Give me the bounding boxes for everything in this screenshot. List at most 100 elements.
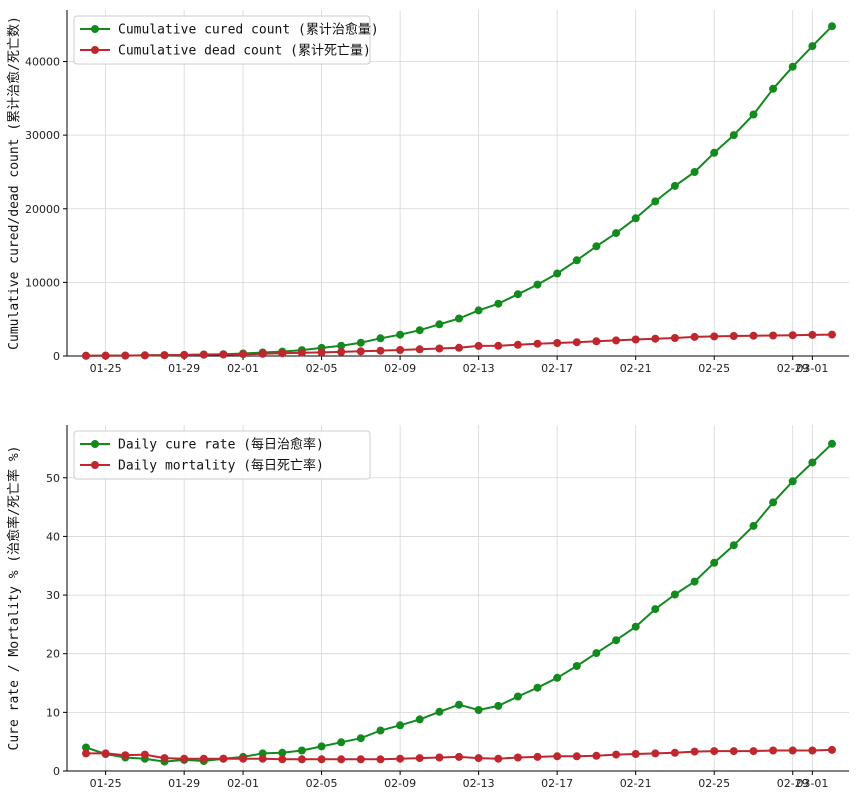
data-point (121, 351, 130, 360)
data-point (376, 755, 385, 764)
data-point (396, 754, 405, 763)
data-point (553, 269, 562, 278)
data-point (435, 344, 444, 353)
data-point (219, 754, 228, 763)
data-point (729, 131, 738, 140)
data-point (160, 754, 169, 763)
x-tick-label: 02-01 (227, 362, 259, 375)
data-point (828, 745, 836, 754)
y-tick-label: 30000 (25, 129, 60, 142)
data-point (140, 750, 149, 759)
data-point (239, 350, 248, 359)
x-tick-label: 02-25 (698, 362, 730, 375)
data-point (337, 755, 346, 764)
data-point (651, 605, 660, 614)
data-point (612, 336, 621, 345)
data-point (396, 330, 405, 339)
data-point (572, 662, 581, 670)
data-point (710, 558, 719, 567)
chart-panel-2: 01-25 01-29 02-01 02-05 02-09 02-13 02-17 02-21… (6, 425, 849, 790)
data-point (572, 338, 581, 347)
y-tick-label: 0 (53, 765, 60, 778)
data-point (278, 748, 287, 757)
data-point (415, 345, 424, 354)
data-point (415, 754, 424, 763)
data-point (690, 168, 699, 176)
y-axis-label: Cumulative cured/dead count (累计治愈/死亡数) (7, 16, 22, 350)
data-point (258, 754, 267, 763)
legend-swatch-marker (91, 46, 99, 54)
data-point (82, 743, 90, 752)
data-point (356, 734, 365, 743)
y-tick-label: 20 (46, 648, 60, 661)
data-point (297, 755, 306, 764)
data-point (788, 746, 797, 755)
data-point (553, 339, 562, 347)
y-axis-label: Cure rate / Mortality % (治愈率/死亡率 %) (6, 446, 22, 751)
data-point (455, 700, 463, 709)
data-point (82, 351, 90, 360)
data-point (808, 42, 817, 51)
data-point (690, 332, 699, 341)
data-point (828, 330, 836, 339)
legend-box (73, 430, 371, 480)
data-point (317, 348, 326, 357)
data-point (435, 320, 444, 329)
data-point (651, 197, 660, 206)
data-point (474, 341, 483, 350)
data-point (474, 306, 483, 315)
y-tick-label: 20000 (25, 203, 60, 216)
data-point (651, 334, 660, 343)
y-tick-label: 10 (46, 706, 60, 719)
data-point (533, 752, 542, 761)
data-point (769, 746, 778, 755)
data-point (513, 340, 522, 349)
data-point (749, 331, 758, 340)
data-point (356, 347, 365, 356)
data-point (101, 351, 110, 360)
data-point (533, 280, 542, 289)
data-point (651, 749, 660, 758)
data-point (199, 754, 208, 763)
data-point (592, 751, 601, 760)
data-point (828, 439, 836, 448)
data-point (749, 521, 758, 530)
data-point (376, 346, 385, 355)
x-tick-label: 02-25 (698, 777, 730, 790)
data-point (729, 541, 738, 550)
data-point (140, 351, 149, 360)
data-point (533, 339, 542, 348)
data-point (788, 331, 797, 340)
legend-swatch-marker (91, 25, 99, 33)
x-tick-label: 02-05 (306, 362, 338, 375)
x-tick-label: 01-29 (168, 777, 200, 790)
data-point (494, 341, 503, 350)
data-point (592, 242, 601, 251)
data-point (710, 148, 719, 157)
x-tick-label: 03-01 (796, 777, 828, 790)
data-point (219, 350, 228, 359)
data-point (494, 754, 503, 763)
data-point (710, 747, 719, 756)
data-point (455, 752, 463, 761)
data-point (356, 338, 365, 347)
data-point (317, 742, 326, 751)
data-point (513, 753, 522, 762)
data-point (337, 738, 346, 747)
x-tick-label: 02-09 (384, 777, 416, 790)
data-point (82, 749, 90, 758)
y-tick-label: 40000 (25, 56, 60, 69)
y-tick-label: 50 (46, 472, 60, 485)
data-point (258, 349, 267, 358)
data-point (278, 755, 287, 764)
data-point (572, 752, 581, 761)
data-point (396, 346, 405, 354)
data-point (808, 746, 817, 755)
x-tick-label: 02-13 (463, 777, 495, 790)
data-point (828, 22, 836, 31)
x-tick-label: 03-01 (796, 362, 828, 375)
data-point (808, 458, 817, 467)
data-point (729, 332, 738, 340)
data-point (435, 753, 444, 762)
